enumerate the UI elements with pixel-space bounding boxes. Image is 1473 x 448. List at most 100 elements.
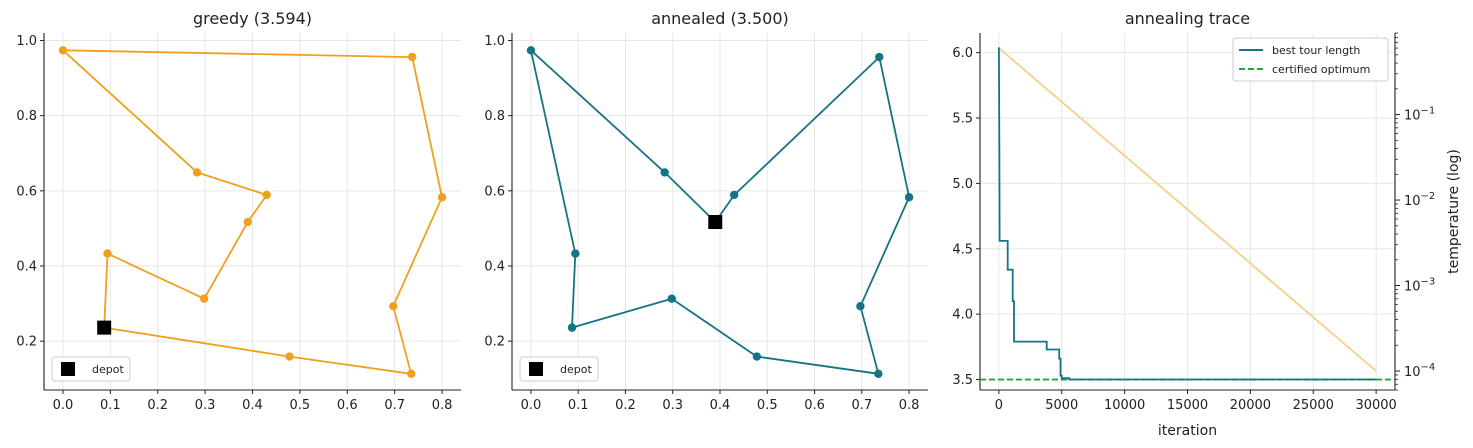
y-tick-label: 5.0 bbox=[952, 177, 973, 192]
x-tick-label: 0.2 bbox=[147, 398, 168, 413]
city-point bbox=[752, 352, 762, 361]
y2-tick-exponent: −4 bbox=[1421, 362, 1436, 373]
y2-tick-base: 10 bbox=[1404, 194, 1421, 209]
city-point bbox=[58, 46, 68, 55]
annealed-legend-depot-symbol bbox=[529, 362, 543, 376]
trace-xlabel: iteration bbox=[1158, 423, 1217, 439]
city-point bbox=[874, 369, 883, 379]
y-tick-label: 0.2 bbox=[16, 335, 37, 350]
y2-tick-label: 10−2 bbox=[1404, 191, 1435, 209]
y2-tick-exponent: −2 bbox=[1421, 191, 1436, 202]
y-tick-label: 1.0 bbox=[484, 34, 505, 49]
x-tick-label: 0.5 bbox=[290, 398, 311, 413]
y-tick-label: 0.8 bbox=[16, 109, 37, 124]
x-tick-label: 0.2 bbox=[615, 398, 636, 413]
city-point bbox=[437, 193, 447, 202]
x-tick-label: 0.0 bbox=[521, 398, 542, 413]
y2-tick-label: 10−3 bbox=[1404, 277, 1435, 295]
city-point bbox=[904, 193, 914, 202]
trace-ticks: 0 5000 10000 15000 20000 25000 30000 3.5 4.0 4.5 5… bbox=[952, 32, 1435, 413]
annealed-ticks: 0.0 0.1 0.2 0.3 0.4 0.5 0.6 0.7 0.8 0.2 0.4 0.6 0.8 1… bbox=[484, 34, 919, 413]
y-tick-label: 0.6 bbox=[16, 184, 37, 199]
trace-title: annealing trace bbox=[1125, 9, 1250, 28]
x-tick-label: 0.5 bbox=[757, 398, 778, 413]
greedy-grid bbox=[44, 33, 461, 390]
x-tick-label: 0.8 bbox=[899, 398, 920, 413]
annealed-grid bbox=[512, 33, 928, 390]
annealed-tour bbox=[526, 46, 914, 379]
annealed-panel: 0.0 0.1 0.2 0.3 0.4 0.5 0.6 0.7 0.8 0.2 0.4 0.6 0.8 1… bbox=[484, 9, 928, 413]
trace-grid bbox=[980, 33, 1395, 390]
y-tick-label: 0.4 bbox=[16, 259, 37, 274]
annealed-legend: depot bbox=[519, 356, 599, 382]
x-tick-label: 10000 bbox=[1104, 398, 1145, 413]
x-tick-label: 0.4 bbox=[710, 398, 731, 413]
city-point bbox=[667, 294, 676, 303]
x-tick-label: 0.1 bbox=[100, 398, 121, 413]
y-tick-label: 0.6 bbox=[484, 184, 505, 199]
x-tick-label: 0.3 bbox=[662, 398, 683, 413]
city-point bbox=[856, 301, 865, 311]
trace-legend-box bbox=[1232, 37, 1389, 82]
y2-tick-exponent: −3 bbox=[1421, 277, 1436, 288]
x-tick-label: 0 bbox=[995, 398, 1003, 413]
greedy-title: greedy (3.594) bbox=[193, 9, 312, 28]
x-tick-label: 0.6 bbox=[804, 398, 825, 413]
y-tick-label: 0.8 bbox=[484, 109, 505, 124]
x-tick-label: 15000 bbox=[1167, 398, 1208, 413]
city-point bbox=[243, 217, 252, 227]
x-tick-label: 0.6 bbox=[337, 398, 358, 413]
annealed-legend-depot-label: depot bbox=[560, 363, 592, 376]
trace-legend-best-label: best tour length bbox=[1272, 44, 1360, 57]
city-point bbox=[875, 52, 884, 62]
x-tick-label: 0.8 bbox=[432, 398, 453, 413]
greedy-legend: depot bbox=[51, 356, 131, 382]
trace-panel: 0 5000 10000 15000 20000 25000 30000 3.5 4.0 4.5 5… bbox=[952, 9, 1462, 439]
y2-tick-label: 10−1 bbox=[1404, 106, 1435, 124]
city-point bbox=[729, 190, 739, 200]
city-point bbox=[262, 190, 271, 200]
x-tick-label: 0.7 bbox=[384, 398, 405, 413]
temperature-line bbox=[998, 47, 1377, 372]
city-point bbox=[526, 46, 536, 55]
greedy-legend-depot-label: depot bbox=[92, 363, 124, 376]
greedy-tour bbox=[58, 46, 447, 379]
y2-tick-label: 10−4 bbox=[1404, 362, 1435, 380]
trace-series bbox=[980, 47, 1395, 381]
x-tick-label: 20000 bbox=[1230, 398, 1271, 413]
city-point bbox=[660, 168, 669, 177]
x-tick-label: 0.1 bbox=[568, 398, 589, 413]
best-tour-length-line bbox=[998, 47, 1377, 381]
city-point bbox=[103, 249, 112, 258]
city-point bbox=[389, 301, 398, 311]
city-point bbox=[407, 52, 417, 62]
y2-tick-exponent: −1 bbox=[1421, 106, 1436, 117]
trace-legend: best tour length certified optimum bbox=[1232, 37, 1389, 82]
depot-marker bbox=[97, 320, 112, 335]
y2-tick-base: 10 bbox=[1404, 365, 1421, 380]
y-tick-label: 6.0 bbox=[952, 46, 973, 61]
trace-y2label: temperature (log) bbox=[1446, 149, 1462, 274]
x-tick-label: 0.4 bbox=[242, 398, 263, 413]
city-point bbox=[567, 323, 577, 332]
city-point bbox=[571, 249, 580, 258]
greedy-panel: 0.0 0.1 0.2 0.3 0.4 0.5 0.6 0.7 0.8 0.2 0.4 0.6 0.8 1… bbox=[16, 9, 461, 413]
y-tick-label: 5.5 bbox=[952, 112, 973, 127]
city-point bbox=[199, 294, 209, 303]
city-point bbox=[407, 369, 416, 379]
y2-tick-base: 10 bbox=[1404, 280, 1421, 295]
greedy-ticks: 0.0 0.1 0.2 0.3 0.4 0.5 0.6 0.7 0.8 0.2 0.4 0.6 0.8 1… bbox=[16, 34, 452, 413]
city-point bbox=[192, 168, 202, 177]
y-tick-label: 0.2 bbox=[484, 335, 505, 350]
y-tick-label: 0.4 bbox=[484, 259, 505, 274]
x-tick-label: 5000 bbox=[1045, 398, 1078, 413]
trace-legend-optimum-label: certified optimum bbox=[1272, 63, 1370, 76]
x-tick-label: 0.0 bbox=[53, 398, 74, 413]
annealed-title: annealed (3.500) bbox=[651, 9, 789, 28]
y-tick-label: 3.5 bbox=[952, 373, 973, 388]
y-tick-label: 4.5 bbox=[952, 242, 973, 257]
y2-tick-base: 10 bbox=[1404, 109, 1421, 124]
greedy-legend-depot-symbol bbox=[61, 362, 75, 376]
x-tick-label: 0.7 bbox=[851, 398, 872, 413]
